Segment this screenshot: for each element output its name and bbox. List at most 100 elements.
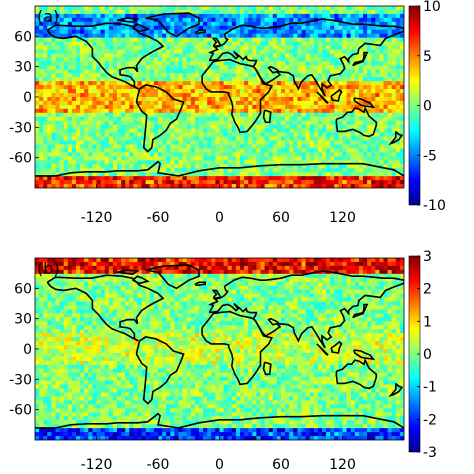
- heatmap-cell: [227, 277, 233, 283]
- heatmap-cell: [71, 273, 77, 279]
- heatmap-cell: [260, 289, 265, 295]
- heatmap-cell: [289, 9, 294, 15]
- heatmap-cell: [354, 269, 360, 275]
- heatmap-cell: [129, 29, 134, 35]
- heatmap-cell: [88, 176, 93, 181]
- heatmap-cell: [371, 180, 376, 185]
- heatmap-cell: [383, 128, 388, 134]
- heatmap-cell: [375, 269, 380, 275]
- heatmap-cell: [256, 289, 261, 295]
- heatmap-cell: [260, 41, 265, 46]
- heatmap-cell: [190, 53, 196, 58]
- heatmap-cell: [383, 269, 388, 275]
- heatmap-cell: [289, 53, 294, 58]
- heatmap-cell: [367, 29, 372, 35]
- heatmap-cell: [145, 164, 151, 169]
- heatmap-cell: [309, 180, 315, 185]
- heatmap-cell: [248, 261, 253, 267]
- heatmap-cell: [363, 13, 368, 19]
- heatmap-cell: [248, 289, 253, 295]
- heatmap-cell: [342, 180, 347, 185]
- heatmap-cell: [231, 112, 237, 118]
- heatmap-cell: [39, 132, 44, 137]
- heatmap-cell: [63, 13, 69, 19]
- heatmap-cell: [240, 108, 245, 114]
- heatmap-cell: [211, 25, 216, 31]
- heatmap-cell: [391, 6, 397, 11]
- heatmap-cell: [395, 144, 401, 149]
- heatmap-cell: [211, 45, 216, 50]
- heatmap-cell: [297, 61, 302, 66]
- heatmap-cell: [313, 164, 319, 169]
- heatmap-cell: [317, 108, 323, 114]
- heatmap-cell: [174, 69, 179, 74]
- heatmap-cell: [117, 261, 122, 267]
- heatmap-cell: [71, 53, 77, 58]
- heatmap-cell: [383, 73, 388, 78]
- heatmap-cell: [317, 69, 323, 74]
- heatmap-cell: [35, 45, 40, 50]
- heatmap-cell: [252, 140, 257, 145]
- heatmap-cell: [133, 120, 138, 126]
- heatmap-cell: [289, 112, 294, 118]
- heatmap-cell: [100, 152, 106, 157]
- heatmap-cell: [256, 168, 261, 173]
- heatmap-cell: [207, 160, 212, 165]
- heatmap-cell: [363, 89, 368, 94]
- heatmap-cell: [39, 156, 44, 161]
- heatmap-cell: [153, 140, 159, 145]
- heatmap-cell: [219, 258, 224, 263]
- heatmap-cell: [170, 281, 175, 287]
- heatmap-cell: [100, 132, 106, 137]
- heatmap-cell: [71, 104, 77, 110]
- heatmap-cell: [387, 73, 393, 78]
- heatmap-cell: [104, 265, 110, 271]
- heatmap-cell: [80, 136, 85, 141]
- heatmap-cell: [178, 53, 183, 58]
- heatmap-cell: [71, 265, 77, 271]
- heatmap-cell: [293, 6, 298, 11]
- heatmap-cell: [313, 116, 319, 122]
- heatmap-cell: [334, 180, 339, 185]
- heatmap-cell: [354, 148, 360, 153]
- heatmap-cell: [47, 258, 52, 263]
- heatmap-cell: [117, 104, 122, 110]
- heatmap-cell: [174, 277, 179, 283]
- heatmap-cell: [375, 120, 380, 126]
- heatmap-cell: [104, 33, 110, 39]
- heatmap-cell: [80, 81, 85, 86]
- heatmap-cell: [256, 144, 261, 149]
- heatmap-cell: [207, 93, 212, 98]
- heatmap-cell: [326, 29, 331, 35]
- heatmap-cell: [39, 273, 44, 279]
- heatmap-cell: [215, 116, 220, 122]
- heatmap-cell: [240, 285, 245, 291]
- heatmap-cell: [313, 100, 319, 106]
- heatmap-cell: [371, 100, 376, 106]
- heatmap-cell: [301, 148, 306, 153]
- heatmap-cell: [342, 148, 347, 153]
- heatmap-cell: [219, 73, 224, 78]
- heatmap-cell: [301, 112, 306, 118]
- heatmap-cell: [71, 69, 77, 74]
- heatmap-cell: [121, 104, 126, 110]
- heatmap-cell: [281, 116, 286, 122]
- heatmap-cell: [199, 33, 204, 39]
- heatmap-cell: [223, 160, 229, 165]
- heatmap-cell: [334, 73, 339, 78]
- heatmap-cell: [174, 81, 179, 86]
- heatmap-cell: [281, 180, 286, 185]
- heatmap-cell: [391, 281, 397, 287]
- heatmap-cell: [108, 152, 114, 157]
- heatmap-cell: [162, 269, 167, 275]
- heatmap-cell: [129, 61, 134, 66]
- heatmap-cell: [51, 132, 56, 137]
- heatmap-cell: [35, 33, 40, 39]
- heatmap-cell: [59, 269, 65, 275]
- heatmap-cell: [240, 37, 245, 43]
- heatmap-cell: [149, 41, 155, 46]
- heatmap-cell: [235, 6, 241, 11]
- heatmap-cell: [96, 184, 101, 188]
- heatmap-cell: [248, 140, 253, 145]
- heatmap-cell: [268, 104, 274, 110]
